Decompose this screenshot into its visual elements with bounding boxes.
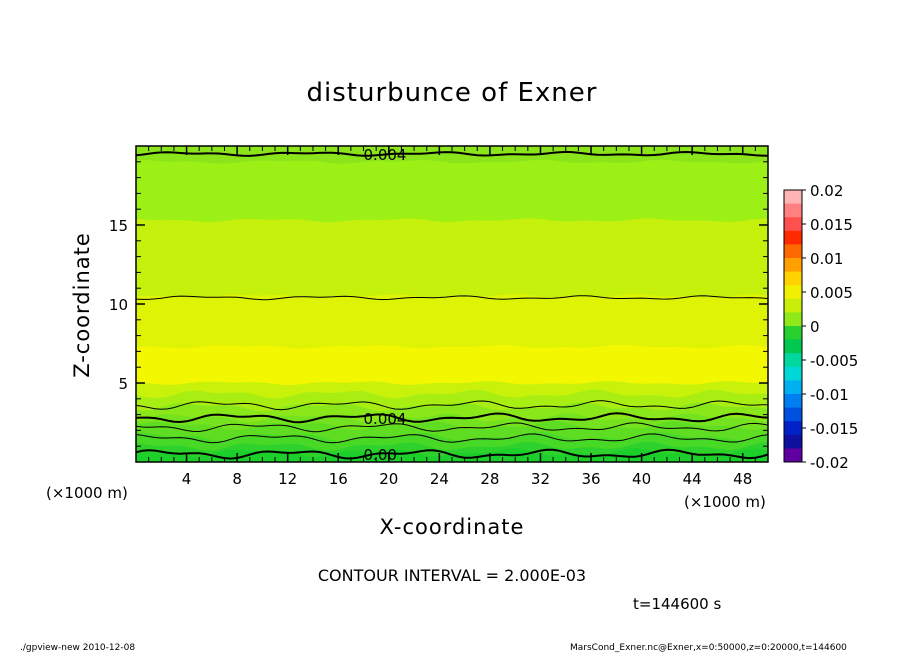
colorbar-segment (784, 244, 802, 259)
x-axis-label: X-coordinate (379, 515, 525, 539)
y-tick-label: 5 (118, 375, 128, 393)
colorbar-segment (784, 421, 802, 436)
x-tick-label: 40 (632, 470, 651, 488)
colorbar-segment (784, 217, 802, 232)
contour-line (135, 150, 769, 157)
colorbar-tick-label: 0.015 (810, 216, 853, 234)
colorbar-tick-label: -0.015 (810, 420, 858, 438)
colorbar-tick-label: -0.02 (810, 454, 849, 472)
colorbar-segment (784, 230, 802, 245)
colorbar-segment (784, 407, 802, 422)
x-tick-label: 20 (379, 470, 398, 488)
colorbar-segment (784, 271, 802, 286)
x-tick-label: 8 (232, 470, 242, 488)
x-tick-label: 32 (531, 470, 550, 488)
x-tick-label: 44 (683, 470, 702, 488)
contour-label: 0.004 (364, 410, 407, 428)
contour-line (135, 448, 769, 460)
x-tick-label: 16 (329, 470, 348, 488)
x-tick-label: 36 (581, 470, 600, 488)
colorbar-segment (784, 285, 802, 300)
colorbar-tick-label: 0.01 (810, 250, 843, 268)
colorbar-tick-label: -0.01 (810, 386, 849, 404)
y-tick-label: 15 (109, 217, 128, 235)
x-tick-label: 12 (278, 470, 297, 488)
x-unit-left: (×1000 m) (46, 484, 128, 502)
y-tick-label: 10 (109, 296, 128, 314)
colorbar-segment (784, 258, 802, 273)
colorbar-segment (784, 339, 802, 354)
colorbar-tick-label: 0.02 (810, 182, 843, 200)
colorbar-segment (784, 298, 802, 313)
colorbar: 0.02 0.015 0.01 0.005 0 -0.005 -0.01 -0.015 -0.0… (783, 182, 858, 472)
colorbar-segment (784, 434, 802, 449)
time-label: t=144600 s (633, 595, 722, 613)
colorbar-segment (784, 394, 802, 409)
x-tick-label: 24 (430, 470, 449, 488)
contour-label: 0.004 (364, 146, 407, 164)
contour-line (135, 295, 769, 301)
contour-line (135, 433, 769, 444)
contour-line (135, 400, 769, 411)
x-tick-label: 48 (733, 470, 752, 488)
x-unit-right: (×1000 m) (684, 493, 766, 511)
colorbar-tick-label: 0.005 (810, 284, 853, 302)
colorbar-tick-label: -0.005 (810, 352, 858, 370)
contour-line (135, 422, 769, 433)
colorbar-segment (784, 326, 802, 341)
colorbar-segment (784, 448, 802, 463)
colorbar-segment (784, 190, 802, 205)
contour-interval-label: CONTOUR INTERVAL = 2.000E-03 (317, 566, 587, 585)
footer-data-source: MarsCond_Exner.nc@Exner,x=0:50000,z=0:20… (570, 643, 847, 653)
colorbar-segment (784, 353, 802, 368)
colorbar-segment (784, 380, 802, 395)
colorbar-segment (784, 203, 802, 218)
footer-program-date: ./gpview-new 2010-12-08 (20, 643, 136, 653)
colorbar-tick-label: 0 (810, 318, 820, 336)
colorbar-segment (784, 312, 802, 327)
x-tick-label: 28 (480, 470, 499, 488)
contour-line (135, 412, 769, 424)
chart-title: disturbunce of Exner (306, 78, 598, 108)
x-tick-label: 4 (182, 470, 192, 488)
colorbar-segment (784, 366, 802, 381)
